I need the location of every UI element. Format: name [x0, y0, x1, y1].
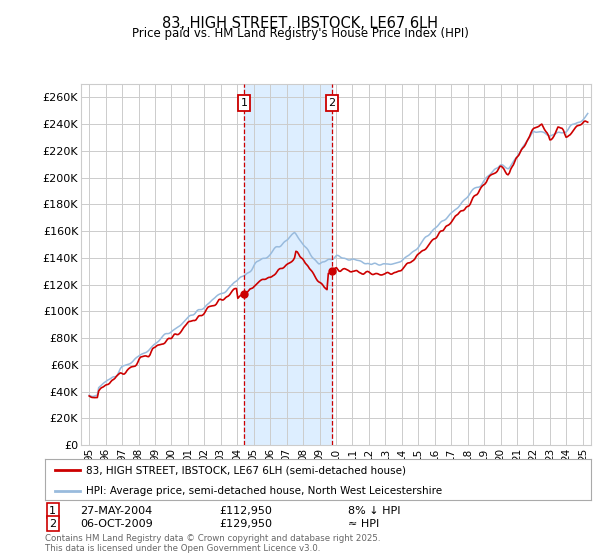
Text: Price paid vs. HM Land Registry's House Price Index (HPI): Price paid vs. HM Land Registry's House …	[131, 27, 469, 40]
Bar	[244, 84, 332, 445]
Text: 83, HIGH STREET, IBSTOCK, LE67 6LH (semi-detached house): 83, HIGH STREET, IBSTOCK, LE67 6LH (semi…	[86, 465, 406, 475]
Text: 1: 1	[49, 506, 56, 516]
Text: £129,950: £129,950	[219, 519, 272, 529]
Text: 1: 1	[241, 98, 248, 108]
Text: ≈ HPI: ≈ HPI	[348, 519, 379, 529]
Text: 06-OCT-2009: 06-OCT-2009	[80, 519, 152, 529]
Text: Contains HM Land Registry data © Crown copyright and database right 2025.
This d: Contains HM Land Registry data © Crown c…	[45, 534, 380, 553]
Text: 8% ↓ HPI: 8% ↓ HPI	[348, 506, 401, 516]
Text: 2: 2	[328, 98, 335, 108]
Text: £112,950: £112,950	[219, 506, 272, 516]
Text: HPI: Average price, semi-detached house, North West Leicestershire: HPI: Average price, semi-detached house,…	[86, 486, 442, 496]
Text: 83, HIGH STREET, IBSTOCK, LE67 6LH: 83, HIGH STREET, IBSTOCK, LE67 6LH	[162, 16, 438, 31]
Text: 2: 2	[49, 519, 56, 529]
Text: 27-MAY-2004: 27-MAY-2004	[80, 506, 152, 516]
